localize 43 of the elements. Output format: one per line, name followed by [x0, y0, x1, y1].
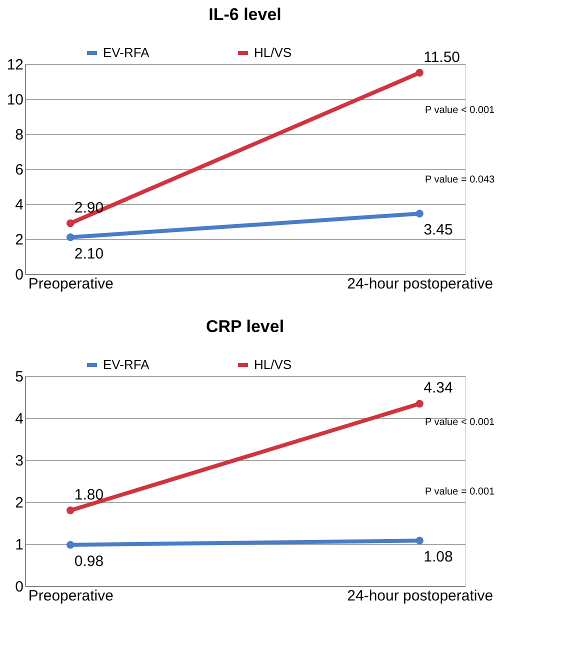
point [66, 540, 74, 549]
data-label: 2.90 [74, 199, 104, 216]
data-label: 1.80 [74, 486, 104, 504]
y-tick-label: 3 [15, 452, 24, 470]
annotation: P value = 0.001 [425, 486, 496, 498]
data-label: 3.45 [424, 222, 453, 239]
point [416, 68, 424, 77]
chart-title: IL-6 level [208, 5, 282, 24]
data-label: 1.08 [424, 548, 453, 566]
annotation: P value = 0.043 [425, 174, 496, 186]
y-tick-label: 0 [15, 266, 24, 284]
point [66, 219, 74, 228]
y-tick-label: 1 [15, 536, 24, 554]
point [66, 233, 74, 242]
x-tick-label: Preoperative [28, 588, 114, 604]
point [66, 506, 74, 514]
y-tick-label: 12 [6, 56, 24, 74]
y-tick-label: 2 [15, 232, 24, 248]
data-label: 11.50 [424, 48, 460, 66]
annotation: P value < 0.001 [425, 417, 496, 428]
y-tick-label: 10 [6, 92, 24, 108]
y-tick-label: 0 [15, 578, 24, 596]
annotation: P value < 0.001 [425, 105, 496, 116]
data-label: 0.98 [74, 552, 104, 570]
point [416, 210, 424, 218]
data-label: 2.10 [74, 245, 104, 262]
legend-label: HL/VS [254, 45, 292, 60]
x-tick-label: Preoperative [28, 276, 114, 292]
point [416, 400, 424, 408]
data-label: 4.34 [424, 380, 453, 397]
legend-label: EV-RFA [103, 45, 150, 60]
y-tick-label: 5 [15, 368, 24, 386]
legend-label: EV-RFA [103, 357, 150, 372]
y-tick-label: 4 [15, 410, 24, 428]
y-tick-label: 2 [15, 494, 24, 512]
legend-label: HL/VS [254, 357, 292, 372]
y-tick-label: 4 [15, 196, 24, 214]
y-tick-label: 8 [15, 126, 24, 144]
x-tick-label: 24-hour postoperative [347, 588, 494, 604]
y-tick-label: 6 [15, 162, 24, 178]
x-tick-label: 24-hour postoperative [347, 276, 494, 292]
chart-title: CRP level [206, 317, 284, 336]
point [416, 536, 424, 545]
